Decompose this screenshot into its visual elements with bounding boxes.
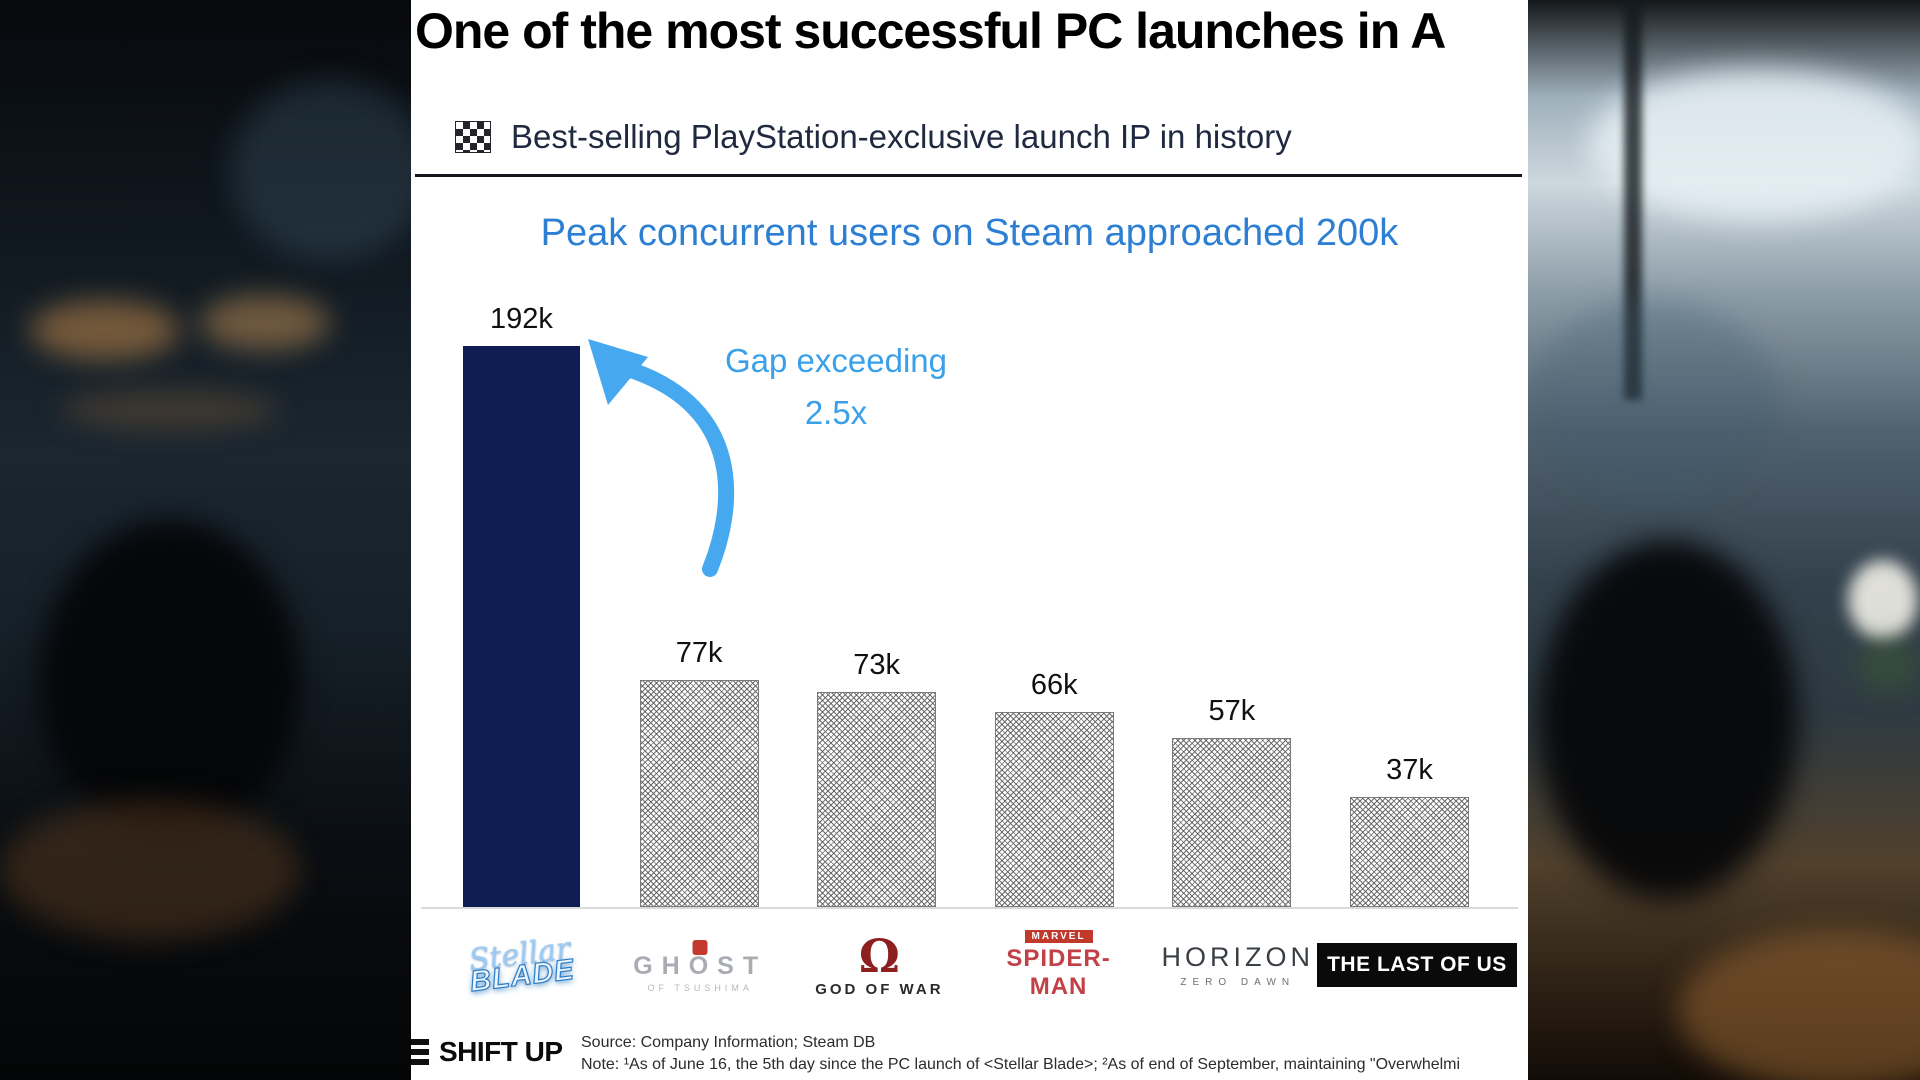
shift-up-mark-icon	[411, 1039, 429, 1065]
background-flowers	[1848, 560, 1918, 640]
presentation-slide: One of the most successful PC launches i…	[411, 0, 1528, 1080]
logo-spider-man: MARVEL SPIDER-MAN	[979, 929, 1139, 1001]
background-glass-frame	[1624, 0, 1642, 400]
section-header-label: Best-selling PlayStation-exclusive launc…	[511, 118, 1292, 155]
spider-man-word: SPIDER-MAN	[1006, 944, 1111, 1000]
horizon-subtitle: ZERO DAWN	[1180, 977, 1296, 988]
header-divider	[415, 174, 1522, 177]
checkered-flag-icon	[455, 121, 491, 153]
bar-ghost-of-tsushima	[639, 680, 759, 907]
bar-last-of-us	[1349, 797, 1469, 907]
background-window-light	[1588, 70, 1920, 220]
bar-value-label: 77k	[675, 637, 723, 669]
shift-up-wordmark: SHIFT UP	[439, 1036, 563, 1067]
logo-ghost-of-tsushima: GHOST OF TSUSHIMA	[620, 938, 780, 993]
bar-group-spider-man: 66k	[994, 669, 1114, 907]
footer-notes: Source: Company Information; Steam DB No…	[581, 1032, 1526, 1077]
background-shelf-glow	[200, 295, 330, 350]
background-left	[0, 0, 411, 1080]
logo-stellar-blade: Stellar BLADE	[438, 927, 604, 1002]
background-office-chair	[1538, 540, 1798, 900]
note-text: Note: ¹As of June 16, the 5th day since …	[581, 1056, 1461, 1074]
background-glass-reflection	[230, 80, 411, 260]
logo-horizon-zero-dawn: HORIZON ZERO DAWN	[1158, 942, 1318, 988]
bar-value-label: 73k	[853, 649, 901, 681]
bar-group-last-of-us: 37k	[1349, 754, 1469, 907]
logos-row: Stellar BLADE GHOST OF TSUSHIMA Ω GOD OF…	[438, 915, 1517, 1015]
bar-group-stellar-blade: 192k	[463, 303, 580, 907]
last-of-us-word: THE LAST OF US	[1317, 943, 1517, 987]
background-glass-reflection	[1528, 300, 1778, 500]
bar-god-of-war	[817, 692, 937, 907]
background-wood-desk	[1678, 930, 1920, 1080]
source-text: Source: Company Information; Steam DB	[581, 1034, 876, 1051]
bar-group-horizon-zero-dawn: 57k	[1172, 695, 1292, 907]
bar-stellar-blade	[463, 346, 580, 907]
curved-arrow-icon	[588, 339, 735, 577]
ghost-word: GHOST	[633, 951, 768, 980]
background-right	[1528, 0, 1920, 1080]
logo-the-last-of-us: THE LAST OF US	[1317, 943, 1517, 987]
bar-value-label: 57k	[1208, 695, 1256, 727]
gap-annotation: Gap exceeding 2.5x	[706, 342, 966, 432]
section-header: Best-selling PlayStation-exclusive launc…	[455, 118, 1292, 156]
chart-title: Peak concurrent users on Steam approache…	[540, 212, 1399, 254]
background-shelf-glow	[60, 390, 280, 430]
bar-value-label: 192k	[490, 303, 553, 335]
rising-sun-icon	[692, 939, 708, 955]
ghost-subtitle: OF TSUSHIMA	[647, 982, 753, 993]
bar-chart: 192k 77k 73k 66k 57k 37k	[463, 300, 1469, 907]
background-office-chair	[40, 520, 300, 840]
shift-up-logo: SHIFT UP	[411, 1036, 563, 1068]
background-plant	[1858, 640, 1918, 690]
marvel-badge: MARVEL	[1024, 929, 1093, 943]
background-shelf-glow	[30, 300, 180, 360]
chart-baseline	[421, 907, 1518, 909]
bar-group-ghost-of-tsushima: 77k	[639, 637, 759, 907]
gap-annotation-line1: Gap exceeding	[725, 342, 947, 379]
bar-value-label: 37k	[1386, 754, 1433, 786]
slide-title: One of the most successful PC launches i…	[415, 3, 1446, 59]
god-of-war-word: GOD OF WAR	[815, 980, 944, 998]
logo-god-of-war: Ω GOD OF WAR	[799, 933, 959, 998]
omega-icon: Ω	[858, 928, 900, 983]
bar-horizon-zero-dawn	[1172, 738, 1292, 907]
bar-group-god-of-war: 73k	[817, 649, 937, 907]
gap-annotation-line2: 2.5x	[804, 394, 868, 431]
bar-value-label: 66k	[1030, 669, 1078, 701]
horizon-word: HORIZON	[1161, 942, 1314, 972]
bar-spider-man	[994, 712, 1114, 907]
background-desk	[0, 800, 300, 940]
